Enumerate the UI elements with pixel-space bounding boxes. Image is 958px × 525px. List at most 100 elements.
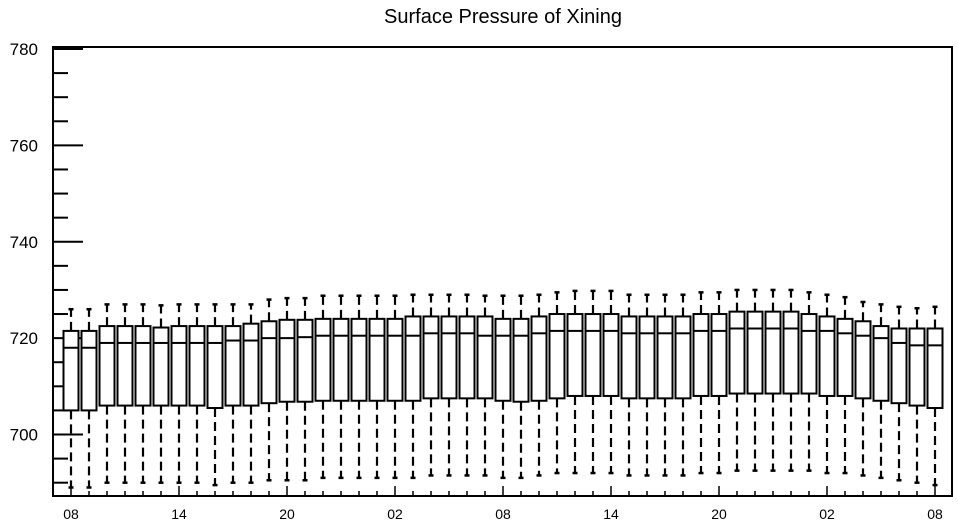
box-25 xyxy=(512,294,530,480)
box-21 xyxy=(440,293,458,477)
box-body xyxy=(584,313,602,397)
box-body xyxy=(548,313,566,400)
box-body xyxy=(224,325,242,407)
x-tick-label: 02 xyxy=(819,506,835,522)
box-22 xyxy=(458,293,476,477)
box-43 xyxy=(836,295,854,475)
box-10 xyxy=(242,303,260,484)
box-48 xyxy=(926,305,944,487)
box-39 xyxy=(764,288,782,472)
box-8 xyxy=(206,303,224,487)
box-38 xyxy=(746,288,764,472)
box-45 xyxy=(872,303,890,480)
box-47 xyxy=(908,306,926,484)
box-44 xyxy=(854,300,872,477)
box-body xyxy=(350,317,368,402)
box-17 xyxy=(368,294,386,480)
box-body xyxy=(818,315,836,397)
box-series xyxy=(62,288,944,489)
box-7 xyxy=(188,303,206,484)
box-34 xyxy=(674,293,692,477)
box-body xyxy=(566,313,584,397)
box-body xyxy=(494,317,512,402)
box-body xyxy=(260,320,278,405)
box-body xyxy=(332,317,350,402)
box-9 xyxy=(224,303,242,484)
box-body xyxy=(854,320,872,400)
box-41 xyxy=(800,291,818,472)
box-18 xyxy=(386,294,404,480)
box-body xyxy=(116,325,134,407)
box-20 xyxy=(422,293,440,477)
y-axis: 700 720 740 760 780 xyxy=(10,40,83,484)
x-tick-label: 08 xyxy=(495,506,511,522)
box-body xyxy=(98,325,116,407)
box-26 xyxy=(530,293,548,477)
y-tick-label: 740 xyxy=(10,233,38,252)
box-12 xyxy=(278,296,296,482)
box-29 xyxy=(584,289,602,475)
y-tick-label: 720 xyxy=(10,329,38,348)
x-tick-label: 08 xyxy=(927,506,943,522)
y-tick-label: 780 xyxy=(10,40,38,59)
x-axis: 08 14 20 02 08 14 20 02 08 xyxy=(63,486,943,522)
box-body xyxy=(386,317,404,402)
box-body xyxy=(476,315,494,400)
box-35 xyxy=(692,291,710,475)
box-body xyxy=(458,315,476,400)
box-14 xyxy=(314,294,332,480)
box-body xyxy=(404,315,422,402)
box-1 xyxy=(80,307,98,489)
box-body xyxy=(314,317,332,402)
box-body xyxy=(62,329,80,412)
box-13 xyxy=(296,296,314,482)
box-body xyxy=(422,315,440,400)
box-body xyxy=(134,325,152,407)
box-0 xyxy=(62,307,80,489)
box-body xyxy=(278,318,296,403)
box-16 xyxy=(350,294,368,480)
box-23 xyxy=(476,294,494,477)
box-body xyxy=(728,310,746,395)
box-4 xyxy=(134,303,152,484)
box-19 xyxy=(404,293,422,480)
chart-title: Surface Pressure of Xining xyxy=(384,6,622,28)
box-body xyxy=(692,313,710,397)
box-42 xyxy=(818,293,836,475)
box-body xyxy=(152,326,170,407)
x-tick-label: 20 xyxy=(711,506,727,522)
box-body xyxy=(710,313,728,397)
box-15 xyxy=(332,294,350,480)
box-2 xyxy=(98,303,116,484)
box-body xyxy=(296,318,314,403)
box-32 xyxy=(638,293,656,477)
x-tick-label: 14 xyxy=(603,506,619,522)
box-40 xyxy=(782,288,800,472)
box-body xyxy=(872,325,890,402)
box-body xyxy=(674,315,692,400)
box-body xyxy=(170,325,188,407)
box-body xyxy=(242,322,260,407)
box-27 xyxy=(548,291,566,475)
x-tick-label: 20 xyxy=(279,506,295,522)
x-tick-label: 08 xyxy=(63,506,79,522)
box-30 xyxy=(602,289,620,475)
box-body xyxy=(656,315,674,400)
box-24 xyxy=(494,294,512,480)
box-body xyxy=(746,310,764,395)
box-body xyxy=(620,315,638,400)
box-body xyxy=(80,329,98,412)
y-tick-label: 700 xyxy=(10,426,38,445)
box-31 xyxy=(620,293,638,477)
box-37 xyxy=(728,288,746,472)
box-body xyxy=(890,327,908,405)
x-tick-label: 02 xyxy=(387,506,403,522)
box-body xyxy=(206,325,224,409)
box-28 xyxy=(566,289,584,475)
box-body xyxy=(602,313,620,397)
box-body xyxy=(512,317,530,403)
box-body xyxy=(764,310,782,395)
box-body xyxy=(638,315,656,400)
box-body xyxy=(530,315,548,402)
